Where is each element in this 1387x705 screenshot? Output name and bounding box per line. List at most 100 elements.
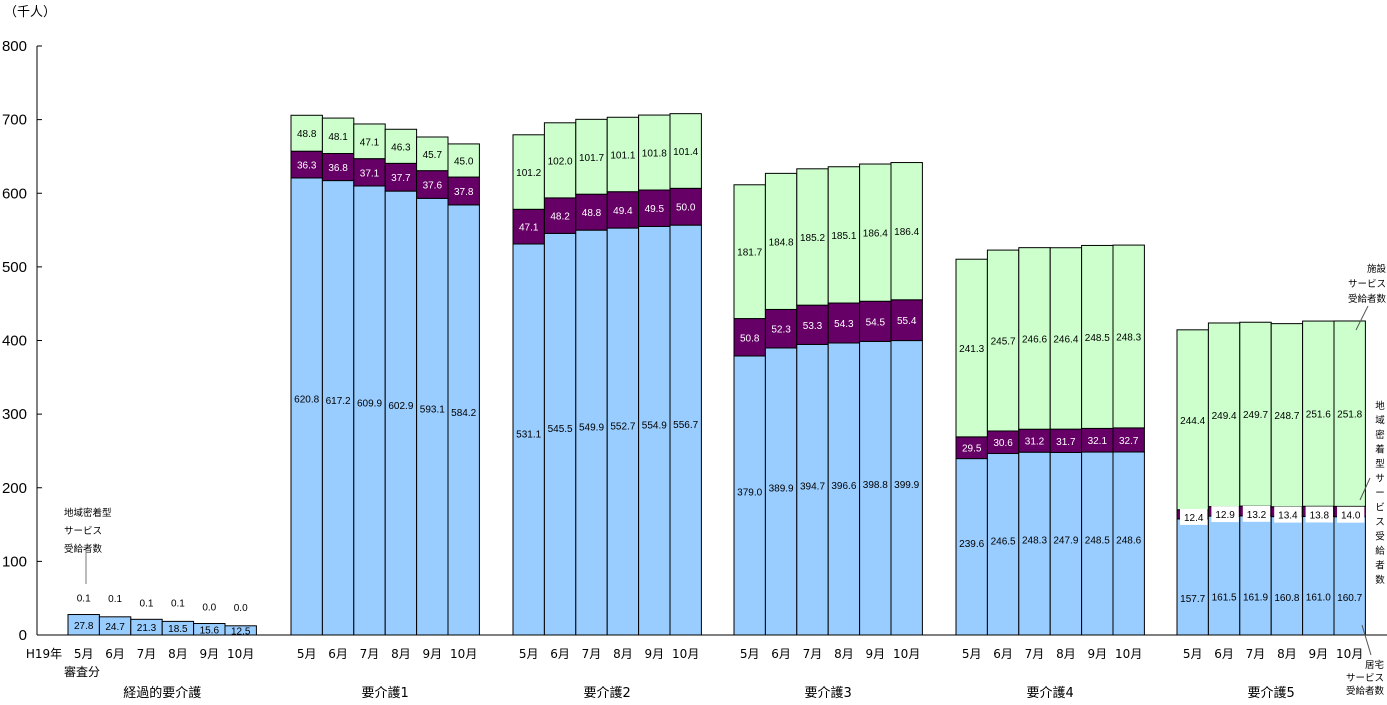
data-label-facility: 248.7 (1274, 411, 1299, 422)
bar-community (575, 193, 608, 231)
bar-home (606, 227, 640, 636)
x-month-label: 8月 (1056, 647, 1076, 661)
data-label-facility: 48.1 (328, 132, 348, 143)
data-label-facility: 249.7 (1243, 410, 1268, 421)
x-month-label: 7月 (137, 647, 157, 661)
bar-facility (1333, 320, 1366, 507)
x-month-label: 10月 (672, 647, 699, 661)
x-month-label: 8月 (1277, 647, 1297, 661)
data-label-home: 157.7 (1180, 594, 1205, 605)
bar-facility (890, 162, 923, 301)
bar-facility (1302, 320, 1335, 507)
bar-community (447, 176, 480, 206)
x-group-label: 要介護3 (805, 685, 852, 701)
data-label-community: 30.6 (993, 438, 1013, 449)
data-label-home: 161.5 (1212, 593, 1237, 604)
data-label-home: 18.5 (168, 624, 188, 635)
bar-facility (638, 114, 671, 191)
annotation-leader (1361, 624, 1372, 656)
annotation-community-left: サービス (64, 526, 102, 537)
data-label-facility: 249.4 (1212, 411, 1237, 422)
x-month-label: 5月 (740, 647, 760, 661)
annotation-community-right: 型 (1375, 459, 1385, 470)
x-month-label: 6月 (993, 647, 1013, 661)
data-label-community: 32.1 (1088, 436, 1108, 447)
data-label-home: 248.6 (1116, 535, 1141, 546)
bar-home (575, 229, 608, 636)
bar-home (827, 342, 861, 636)
data-label-facility: 185.1 (831, 231, 856, 242)
bar-facility (796, 168, 829, 306)
bar-facility (416, 136, 449, 172)
data-label-community: 13.4 (1278, 511, 1298, 522)
data-label-facility: 101.2 (516, 168, 541, 179)
bar-facility (543, 122, 577, 199)
bar-community (416, 170, 449, 199)
x-month-label: 5月 (962, 647, 982, 661)
data-label-home: 247.9 (1053, 536, 1078, 547)
x-month-label: 8月 (613, 647, 633, 661)
data-label-community: 53.3 (803, 321, 823, 332)
x-month-label: 10月 (227, 647, 254, 661)
bar-home (1176, 518, 1209, 636)
data-label-community: 50.0 (676, 203, 696, 214)
bar-home (290, 177, 323, 636)
data-label-box (1242, 505, 1271, 522)
data-label-facility: 45.7 (423, 150, 443, 161)
annotation-community-right: ス (1375, 517, 1385, 528)
data-label-home: 248.3 (1022, 536, 1047, 547)
bar-home (1018, 451, 1051, 636)
data-label-facility: 241.3 (959, 344, 984, 355)
bar-community (796, 304, 829, 345)
data-label-facility: 101.7 (579, 153, 604, 164)
x-month-label: 9月 (1087, 647, 1107, 661)
y-tick-label: 600 (2, 185, 27, 202)
data-label-home: 389.9 (769, 483, 794, 494)
data-label-community: 13.8 (1310, 510, 1330, 521)
bar-facility (384, 128, 418, 164)
y-unit-label: （千人） (4, 5, 56, 20)
bar-home (1270, 516, 1304, 636)
data-label-facility: 246.4 (1053, 334, 1078, 345)
bar-community (638, 189, 671, 227)
annotation-leader (1359, 477, 1371, 501)
data-label-home: 617.2 (326, 396, 351, 407)
data-label-home: 394.7 (800, 482, 825, 493)
x-month-label: 6月 (328, 647, 348, 661)
bar-home (353, 185, 386, 636)
bar-home (1239, 515, 1272, 636)
bar-home (224, 625, 257, 636)
x-group-label: 要介護5 (1248, 685, 1295, 701)
data-label-facility: 251.8 (1337, 410, 1362, 421)
data-label-community: 48.2 (550, 212, 570, 223)
data-label-facility: 244.4 (1180, 416, 1205, 427)
bar-home (890, 340, 923, 636)
bar-community (290, 150, 323, 179)
annotation-home-right: 受給者数 (1346, 685, 1385, 697)
data-label-community: 0.1 (77, 594, 91, 605)
data-label-community: 48.8 (582, 208, 602, 219)
annotation-community-right: 数 (1375, 574, 1385, 586)
data-label-community: 54.5 (866, 317, 886, 328)
annotation-facility-right: 施設 (1367, 263, 1387, 275)
bar-community (543, 197, 577, 234)
annotation-facility-right: サービス (1348, 279, 1386, 290)
bars (67, 113, 1366, 636)
data-label-home: 545.5 (548, 424, 573, 435)
data-label-facility: 186.4 (863, 229, 888, 240)
data-label-home: 556.7 (673, 420, 698, 431)
x-month-label: 5月 (297, 647, 317, 661)
data-label-facility: 102.0 (548, 156, 573, 167)
annotation-community-right: ビ (1375, 503, 1385, 514)
data-label-community: 37.1 (360, 168, 380, 179)
bar-community (890, 299, 923, 342)
data-label-home: 554.9 (642, 421, 667, 432)
annotation-community-right: 域 (1375, 415, 1385, 427)
annotation-facility-right: 受給者数 (1348, 293, 1387, 305)
annotations: 地域密着型サービス受給者数施設サービス受給者数地域密着型サービス受給者数居宅サー… (64, 263, 1386, 697)
data-label-community: 12.4 (1184, 513, 1204, 524)
bar-home (1081, 451, 1114, 636)
data-label-home: 552.7 (610, 422, 635, 433)
annotation-community-left: 地域密着型 (64, 507, 112, 519)
